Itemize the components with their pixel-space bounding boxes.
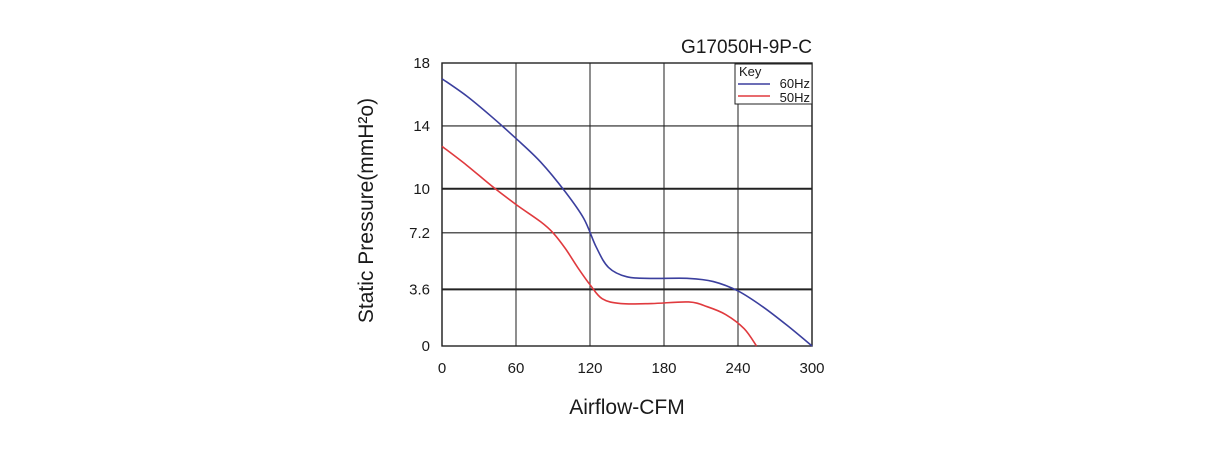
legend-label: 60Hz — [780, 76, 810, 91]
x-tick-label: 60 — [508, 360, 525, 377]
y-tick-label: 3.6 — [409, 281, 430, 298]
chart-title: G17050H-9P-C — [681, 37, 812, 58]
y-tick-label: 18 — [413, 55, 430, 72]
x-tick-label: 120 — [577, 360, 602, 377]
y-tick-label: 14 — [413, 118, 430, 135]
y-tick-label: 7.2 — [409, 225, 430, 242]
x-tick-labels: 0 60 120 180 240 300 — [438, 360, 825, 377]
x-tick-label: 300 — [799, 360, 824, 377]
series-line-60Hz — [441, 78, 813, 347]
plot-frame — [441, 62, 813, 347]
legend-label: 50Hz — [780, 90, 810, 105]
x-axis-label: Airflow-CFM — [569, 396, 685, 419]
series-lines — [441, 78, 813, 347]
series-line-50Hz — [441, 145, 758, 347]
y-tick-label: 10 — [413, 181, 430, 198]
y-axis-label: Static Pressure(mmH²o) — [355, 98, 378, 323]
y-tick-label: 0 — [422, 338, 430, 355]
y-tick-labels: 18 14 10 7.2 3.6 0 — [409, 55, 430, 355]
x-tick-label: 180 — [651, 360, 676, 377]
x-tick-label: 0 — [438, 360, 446, 377]
x-tick-label: 240 — [725, 360, 750, 377]
legend-title: Key — [739, 64, 762, 79]
